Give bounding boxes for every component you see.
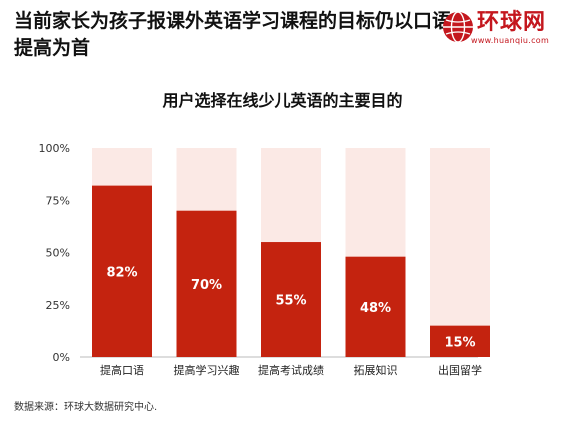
bar xyxy=(345,256,406,357)
y-tick-label: 25% xyxy=(46,299,70,312)
data-label: 48% xyxy=(360,301,391,316)
headline: 当前家长为孩子报课外英语学习课程的目标仍以口语提高为首 xyxy=(14,10,452,59)
y-tick-label: 50% xyxy=(46,247,70,260)
x-tick-label: 出国留学 xyxy=(438,363,482,377)
data-label: 15% xyxy=(444,335,475,350)
logo-name: 环球网 xyxy=(477,10,547,35)
bar-background xyxy=(430,148,490,357)
x-tick-label: 提高学习兴趣 xyxy=(174,363,240,377)
globe-icon xyxy=(443,11,473,43)
y-tick-label: 75% xyxy=(46,194,70,207)
x-tick-label: 拓展知识 xyxy=(354,363,398,377)
data-label: 82% xyxy=(106,265,137,280)
data-source: 数据来源：环球大数据研究中心. xyxy=(14,402,158,413)
y-tick-label: 0% xyxy=(53,351,70,364)
x-tick-label: 提高考试成绩 xyxy=(258,363,324,377)
bar xyxy=(261,242,321,357)
bar xyxy=(92,185,152,357)
bar xyxy=(430,325,490,357)
y-tick-label: 100% xyxy=(39,142,70,155)
brand-logo[interactable]: 环球网 www.huanqiu.com xyxy=(441,10,551,50)
bar xyxy=(176,210,237,357)
x-tick-label: 提高口语 xyxy=(100,363,144,377)
logo-url: www.huanqiu.com xyxy=(471,36,550,45)
data-label: 70% xyxy=(191,278,222,293)
data-label: 55% xyxy=(275,294,306,309)
chart-title: 用户选择在线少儿英语的主要目的 xyxy=(162,91,403,110)
